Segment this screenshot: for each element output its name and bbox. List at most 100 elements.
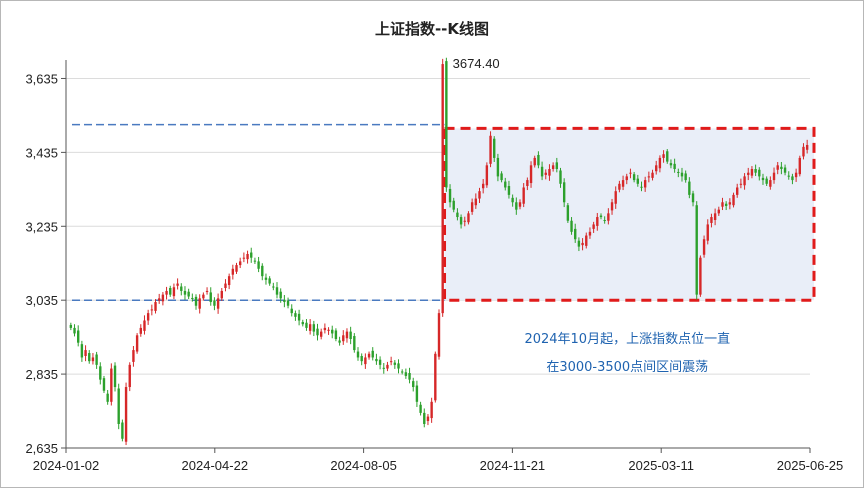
candle — [161, 292, 165, 306]
candle — [776, 161, 779, 175]
candle — [772, 167, 776, 184]
candle-body — [238, 261, 242, 266]
candle-body — [308, 324, 312, 331]
candle — [470, 198, 474, 215]
candle-body — [360, 355, 363, 362]
candle — [143, 315, 146, 335]
candle — [382, 363, 385, 374]
candle — [728, 198, 732, 210]
candle — [658, 155, 662, 173]
candle-body — [798, 157, 801, 175]
candle — [581, 238, 584, 251]
y-tick-label: 2,635 — [25, 441, 58, 456]
candle — [172, 283, 176, 300]
candle-body — [577, 240, 581, 247]
candle — [253, 257, 257, 264]
candle-body — [533, 157, 536, 166]
candle-body — [150, 309, 154, 311]
candle-body — [621, 180, 625, 187]
x-tick-label: 2024-04-22 — [182, 458, 249, 473]
candle-body — [500, 173, 503, 181]
candle — [574, 223, 577, 243]
x-tick-label: 2024-08-05 — [330, 458, 397, 473]
candle-body — [246, 254, 249, 260]
candle-body — [297, 313, 301, 321]
candle — [356, 347, 360, 361]
candle-body — [688, 181, 691, 195]
candle — [747, 167, 750, 181]
candle — [791, 173, 794, 185]
candle-body — [220, 290, 223, 299]
candle-body — [367, 353, 371, 358]
candle — [110, 363, 113, 406]
candle — [551, 162, 555, 172]
candle — [194, 294, 198, 310]
candle-body — [489, 135, 492, 164]
candle-body — [481, 183, 485, 189]
candle — [717, 206, 720, 216]
candle-body — [655, 165, 658, 172]
candle-body — [345, 331, 349, 339]
candle-body — [275, 287, 279, 295]
candle — [224, 279, 227, 292]
candle — [297, 309, 301, 326]
candle-body — [264, 277, 268, 280]
candle — [540, 161, 544, 181]
candle — [794, 168, 798, 182]
candle — [493, 136, 496, 162]
candle-body — [419, 404, 422, 413]
candle-body — [434, 353, 437, 401]
candle — [640, 181, 643, 192]
candle-body — [176, 283, 179, 286]
candle-body — [198, 298, 201, 309]
candle-body — [511, 197, 514, 203]
candle — [191, 293, 194, 302]
candle — [783, 164, 787, 176]
candle — [117, 383, 120, 430]
candle-body — [106, 393, 109, 402]
candle-body — [618, 183, 621, 190]
candle — [798, 155, 801, 177]
candle — [515, 197, 518, 215]
candle-body — [474, 198, 478, 206]
candle — [250, 247, 253, 263]
candle-body — [485, 165, 489, 186]
candle-body — [732, 194, 735, 206]
candle-body — [636, 178, 640, 184]
candle — [419, 401, 422, 416]
candle — [99, 362, 102, 385]
candle-body — [540, 166, 544, 177]
candle-body — [312, 324, 316, 332]
candle — [805, 139, 809, 154]
y-tick-labels: 2,635 2,835 3,035 3,235 3,435 3,635 — [25, 71, 66, 456]
candle — [231, 264, 235, 280]
candle-body — [88, 353, 91, 362]
candle — [242, 252, 246, 263]
candle — [739, 178, 743, 189]
candle — [636, 174, 640, 187]
candle — [423, 408, 426, 428]
candle — [577, 237, 581, 252]
candle — [91, 353, 95, 365]
candle-body — [507, 186, 511, 195]
candle-body — [99, 366, 102, 380]
candle — [261, 263, 264, 281]
candle — [695, 201, 698, 300]
candle — [113, 362, 117, 392]
candle-body — [529, 165, 533, 184]
candle-body — [121, 422, 124, 439]
candle-body — [448, 188, 452, 203]
candle-body — [459, 217, 463, 225]
candle-body — [680, 172, 684, 177]
candle — [474, 193, 478, 209]
candle — [408, 367, 411, 384]
candle-body — [231, 268, 235, 275]
candle — [478, 187, 481, 204]
candle — [187, 288, 190, 300]
candle-body — [677, 171, 680, 173]
candle-body — [294, 313, 297, 317]
candle-body — [135, 335, 139, 352]
candle-body — [334, 330, 338, 339]
candle — [467, 211, 470, 225]
candle — [463, 216, 466, 227]
